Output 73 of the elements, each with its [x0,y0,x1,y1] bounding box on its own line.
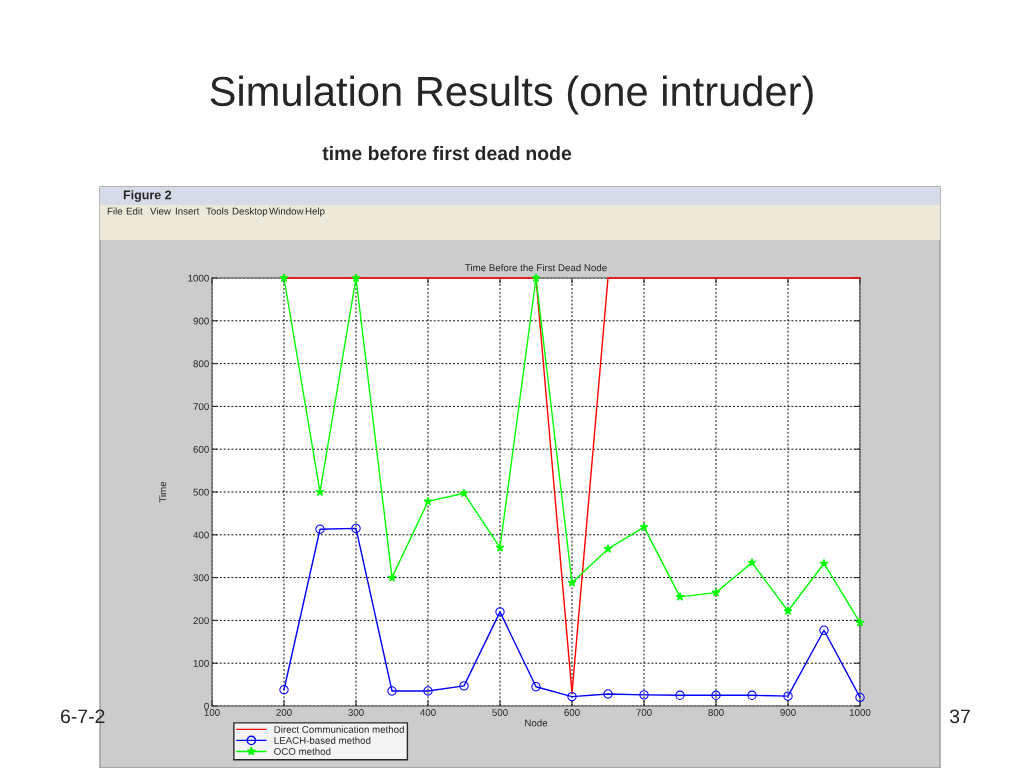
y-tick-label: 200 [193,617,209,625]
point [279,273,289,282]
point [531,273,541,282]
x-tick-label: 400 [420,709,436,716]
point [639,522,649,531]
point [711,690,721,700]
legend-label: LEACH-based method [274,736,371,744]
point [747,690,757,700]
point [531,682,541,692]
point [783,606,793,615]
y-tick-label: 600 [193,445,209,453]
point [819,558,829,568]
point [711,587,721,597]
chart-subtitle: time before first dead node [322,145,572,161]
x-tick-label: 200 [276,709,292,716]
text: Desktop [232,207,268,217]
text: Simulation Results (one intruder) [210,75,813,115]
text: Edit [126,207,143,215]
x-tick-label: 1000 [849,709,871,716]
legend-label: Direct Communication method [274,725,404,733]
point [783,691,793,701]
y-tick-label: 100 [193,659,209,667]
y-tick-label: 0 [204,702,209,710]
point [855,617,865,627]
point [423,496,433,506]
y-tick-label: 900 [193,317,209,325]
point [351,273,361,282]
point [819,625,829,635]
point [423,686,433,696]
point [351,523,361,534]
legend-label: OCO method [274,747,331,755]
text: Insert [175,207,200,215]
text: View [150,207,171,215]
x-tick-label: 800 [708,709,724,716]
caption: Figure 2 [123,190,172,202]
point [279,685,289,695]
text: 6-7-2 [60,709,105,724]
point [495,542,505,552]
y-tick-label: 300 [193,574,209,582]
x-axis-title: Node [525,719,548,727]
point [567,691,577,702]
point [495,607,505,617]
point [315,524,325,534]
x-tick-label: 100 [204,709,220,716]
x-tick-label: 600 [564,709,580,716]
point [459,488,469,498]
text: 37 [949,709,970,724]
y-tick-label: 500 [193,488,209,496]
point [387,572,397,582]
point [459,681,469,691]
point [387,686,397,696]
y-tick-label: 800 [193,360,209,368]
point [567,578,577,587]
point [747,557,757,567]
point [603,689,613,699]
x-tick-label: 900 [780,709,796,716]
y-axis-title: Time [159,481,167,503]
y-tick-label: 1000 [188,274,209,282]
x-tick-label: 700 [636,709,652,716]
point [855,692,865,703]
x-tick-label: 300 [348,709,364,716]
x-tick-label: 500 [492,709,508,716]
text: Tools [206,207,229,215]
point [639,690,649,700]
text: File [107,207,123,215]
chart-title: Time Before the First Dead Node [465,264,607,272]
point [603,544,613,553]
text: Help [305,207,325,217]
y-tick-label: 700 [193,403,209,411]
text: Window [269,207,304,215]
point [675,592,685,601]
point [675,690,685,700]
y-tick-label: 400 [193,531,209,539]
